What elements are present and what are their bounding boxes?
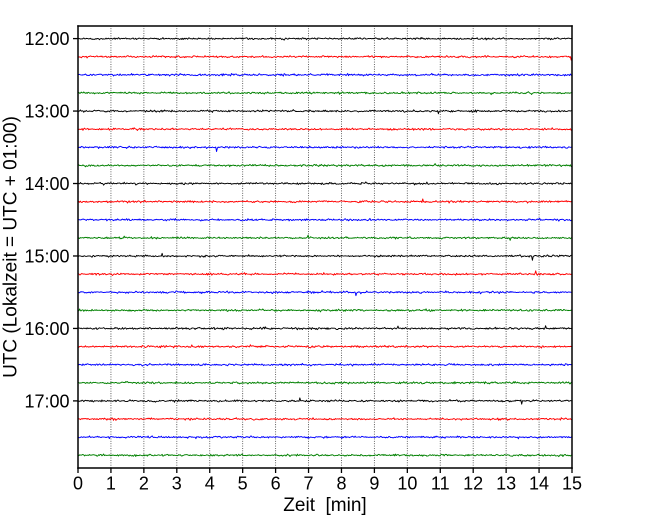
svg-text:15: 15	[562, 474, 582, 494]
svg-text:12:00: 12:00	[24, 29, 69, 49]
svg-text:17:00: 17:00	[24, 391, 69, 411]
svg-text:11: 11	[431, 474, 450, 494]
svg-text:12: 12	[463, 474, 483, 494]
svg-text:4: 4	[205, 474, 215, 494]
svg-text:7: 7	[304, 474, 314, 494]
svg-text:13:00: 13:00	[24, 102, 69, 122]
svg-text:5: 5	[238, 474, 248, 494]
svg-text:14: 14	[529, 474, 549, 494]
svg-text:UTC (Lokalzeit = UTC + 01:00): UTC (Lokalzeit = UTC + 01:00)	[1, 116, 22, 378]
svg-text:3: 3	[172, 474, 182, 494]
svg-text:10: 10	[397, 474, 417, 494]
svg-text:14:00: 14:00	[24, 174, 69, 194]
svg-text:0: 0	[73, 474, 83, 494]
svg-text:Zeit [min]: Zeit [min]	[283, 495, 366, 516]
svg-text:1: 1	[106, 474, 116, 494]
svg-text:13: 13	[496, 474, 516, 494]
svg-text:9: 9	[369, 474, 379, 494]
svg-text:16:00: 16:00	[24, 319, 69, 339]
svg-text:6: 6	[271, 474, 281, 494]
svg-text:2: 2	[139, 474, 149, 494]
svg-text:8: 8	[336, 474, 346, 494]
svg-text:15:00: 15:00	[24, 247, 69, 267]
